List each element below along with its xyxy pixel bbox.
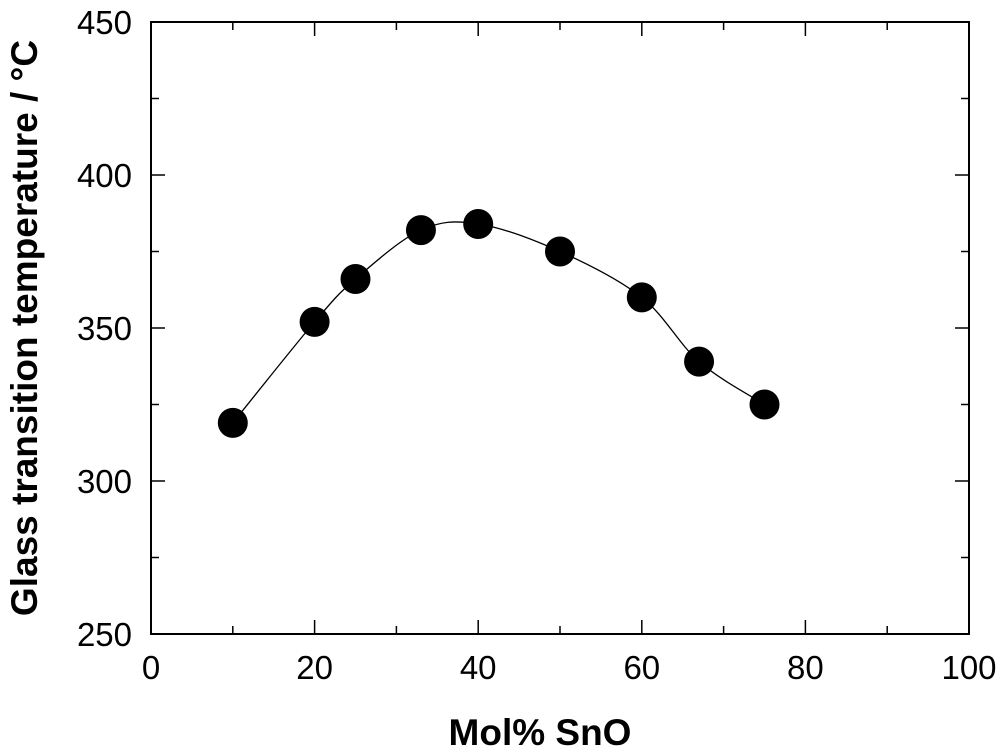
y-tick-label: 300	[77, 463, 132, 500]
data-point	[299, 306, 330, 337]
data-point	[340, 264, 371, 295]
y-tick-label: 400	[77, 157, 132, 194]
data-point	[626, 282, 657, 313]
y-tick-label: 450	[77, 4, 132, 41]
data-point	[405, 215, 436, 246]
x-tick-label: 40	[460, 649, 497, 686]
data-points	[217, 208, 780, 438]
data-point	[749, 389, 780, 420]
x-tick-label: 20	[296, 649, 333, 686]
x-axis-ticks: 0 20 40 60 80 100	[142, 22, 997, 686]
x-tick-label: 80	[787, 649, 824, 686]
y-tick-label: 350	[77, 310, 132, 347]
data-point	[217, 407, 248, 438]
x-tick-label: 60	[623, 649, 660, 686]
plot-frame	[150, 21, 970, 635]
data-point	[545, 236, 575, 267]
y-axis-ticks: 250 300 350 400 450	[77, 4, 969, 653]
x-tick-label: 0	[142, 649, 160, 686]
data-point	[684, 346, 715, 377]
y-tick-label: 250	[77, 616, 132, 653]
x-axis-title: Mol% SnO	[449, 712, 632, 751]
data-point	[463, 208, 494, 239]
x-tick-label: 100	[941, 649, 996, 686]
y-axis-title: Glass transition temperature / °C	[4, 40, 45, 616]
